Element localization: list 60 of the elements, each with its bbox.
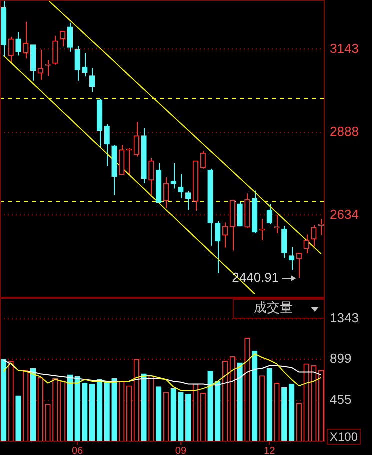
bar xyxy=(266,368,272,442)
y-tick-label: 455 xyxy=(330,392,352,407)
x-tick-label: 12 xyxy=(264,446,276,455)
bar xyxy=(30,368,36,442)
candlestick xyxy=(52,35,58,66)
y-tick-label: 2888 xyxy=(330,124,359,139)
candlestick xyxy=(16,31,22,56)
candlestick xyxy=(90,68,96,92)
bar xyxy=(288,384,295,442)
x-tick-label: 06 xyxy=(72,446,84,455)
candlestick xyxy=(74,45,80,82)
bar xyxy=(67,374,73,442)
text: X100 xyxy=(327,429,362,445)
chart-title: 成交量 xyxy=(254,300,293,318)
bar xyxy=(90,384,96,442)
candlestick xyxy=(8,36,14,64)
y-tick-label: 1343 xyxy=(330,310,359,326)
bar xyxy=(156,386,162,442)
candlestick xyxy=(67,22,73,52)
candlestick xyxy=(178,174,184,199)
candlestick xyxy=(134,121,140,158)
candlestick xyxy=(282,225,288,259)
y-tick-label: 3143 xyxy=(330,40,359,56)
candlestick xyxy=(163,176,170,209)
y-tick-label: 2634 xyxy=(330,206,359,222)
candlestick xyxy=(23,21,29,60)
candlestick xyxy=(148,158,154,196)
bar xyxy=(104,381,110,442)
candlestick xyxy=(288,246,295,271)
bar xyxy=(237,362,243,442)
candlestick xyxy=(186,190,192,211)
candlestick xyxy=(45,59,51,76)
bar xyxy=(252,350,258,442)
bar xyxy=(282,388,288,442)
bar xyxy=(186,394,192,442)
bar xyxy=(112,378,118,442)
candlestick xyxy=(200,150,206,170)
candlestick xyxy=(237,201,243,227)
candlestick xyxy=(38,49,44,80)
bar xyxy=(208,371,214,442)
candlestick xyxy=(296,252,302,279)
candlestick xyxy=(311,224,317,248)
bar xyxy=(170,388,176,442)
candlestick xyxy=(82,52,88,78)
candlestick xyxy=(222,222,228,248)
y-tick-label: 899 xyxy=(330,351,352,366)
bar xyxy=(215,381,221,442)
candlestick xyxy=(215,220,221,274)
bar xyxy=(178,392,184,442)
candlestick xyxy=(266,204,272,225)
x-tick-label: 09 xyxy=(175,446,187,455)
candlestick xyxy=(304,234,310,254)
candlestick xyxy=(104,124,110,166)
bar xyxy=(82,382,88,442)
bar xyxy=(74,376,80,442)
candlestick xyxy=(119,144,125,176)
candlestick xyxy=(60,30,66,48)
bar xyxy=(141,374,147,442)
bar xyxy=(0,359,7,442)
bar xyxy=(96,379,103,442)
